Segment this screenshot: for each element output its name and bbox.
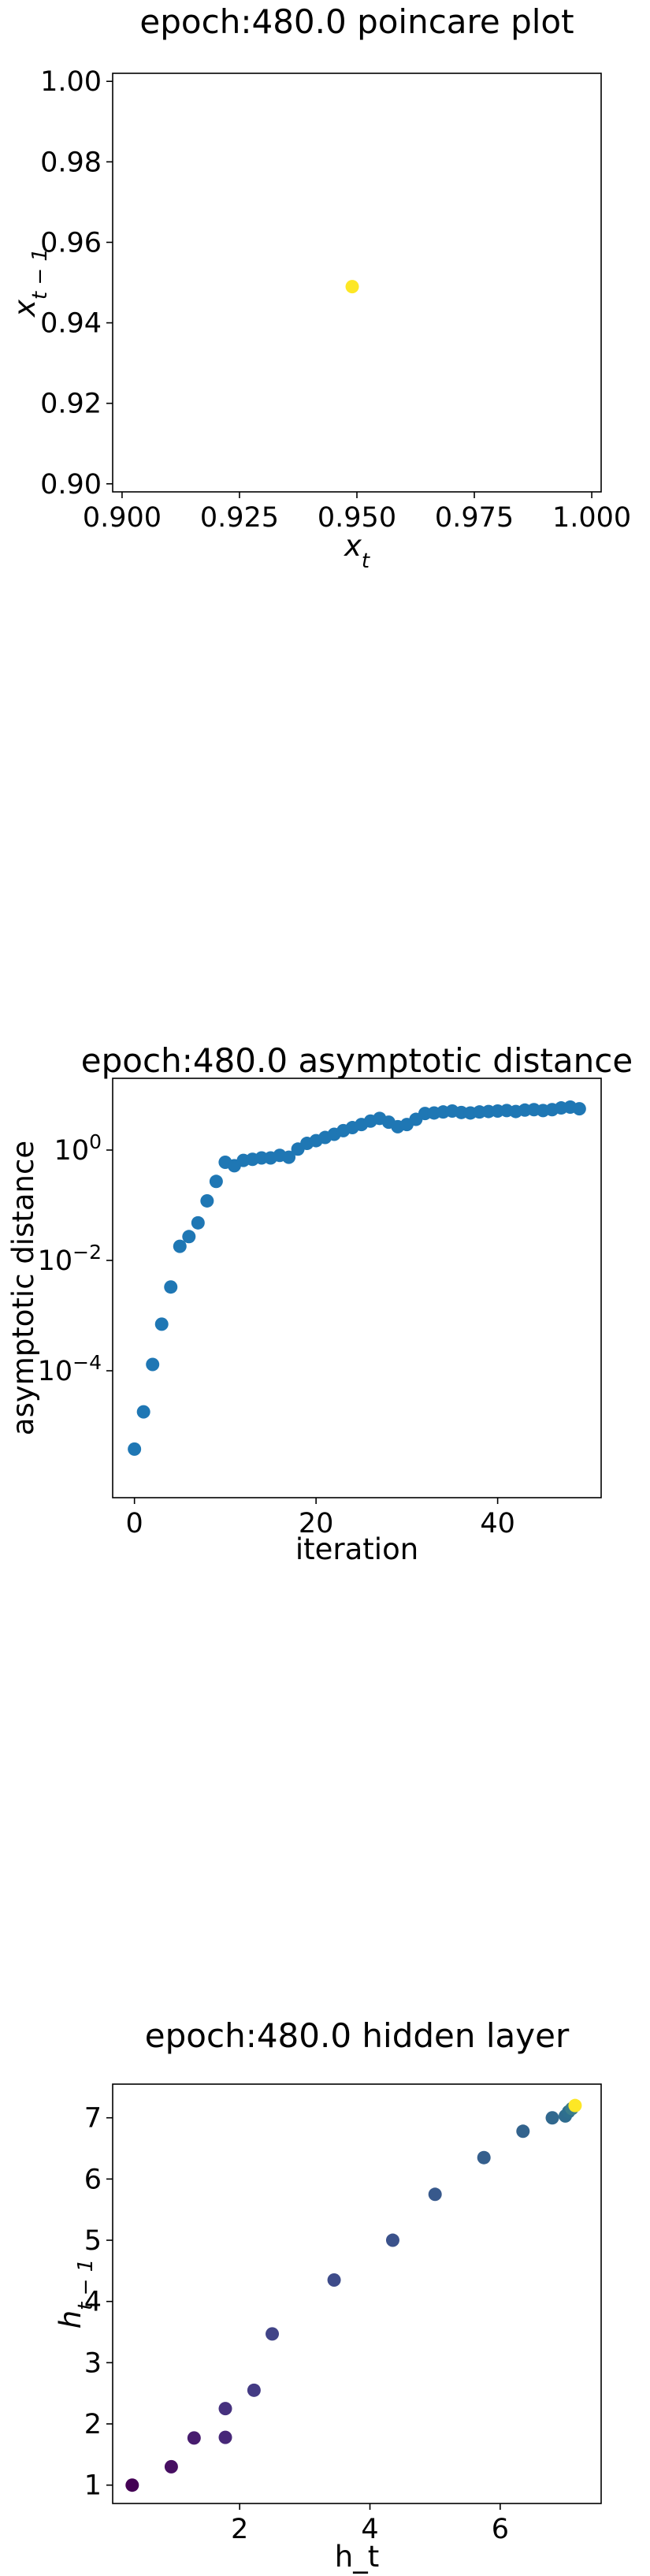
- data-point: [164, 2459, 178, 2474]
- data-point: [164, 1280, 178, 1294]
- chart-title: epoch:480.0 poincare plot: [139, 2, 574, 41]
- data-point: [385, 2233, 399, 2247]
- data-point: [146, 1357, 160, 1372]
- x-tick-label: 40: [480, 1508, 515, 1539]
- y-tick-label: 0.90: [40, 469, 102, 501]
- data-point: [125, 2478, 139, 2492]
- data-point: [191, 1215, 205, 1230]
- data-point: [182, 1230, 196, 1244]
- data-point: [282, 1150, 296, 1164]
- data-point: [218, 2402, 232, 2416]
- y-axis-label: xt − 1: [8, 248, 52, 318]
- data-point: [128, 1442, 142, 1456]
- data-points: [345, 280, 359, 294]
- y-tick-label: 6: [84, 2164, 102, 2195]
- data-point: [154, 1317, 169, 1331]
- chart-panel-1: epoch:480.0 poincare plot 0.900 0.925 0.950…: [40, 2, 631, 534]
- chart-panel-2: epoch:480.0 asymptotic distance 0 20 40 100 1…: [6, 1041, 633, 1566]
- y-tick-label: 0.96: [40, 227, 102, 259]
- x-tick-label: 0.900: [83, 502, 162, 534]
- x-tick-label: 0: [126, 1508, 143, 1539]
- y-tick-label: 10−4: [38, 1351, 102, 1388]
- y-tick-label: 10−2: [38, 1241, 102, 1278]
- y-tick-label: 2: [84, 2409, 102, 2440]
- data-point: [572, 1102, 586, 1116]
- y-tick-label: 7: [84, 2103, 102, 2135]
- y-tick-label: 4: [84, 2287, 102, 2318]
- data-point: [545, 2111, 559, 2125]
- y-tick-label: 1.00: [40, 66, 102, 98]
- x-tick-label: 0.925: [200, 502, 279, 534]
- x-axis-label: h_t: [335, 2540, 379, 2574]
- plot-frame: [112, 1078, 602, 1498]
- plot-frame: [112, 2083, 602, 2504]
- x-tick-label: 0.975: [435, 502, 514, 534]
- data-point: [568, 2098, 582, 2113]
- data-points: [125, 2098, 582, 2492]
- data-point: [187, 2431, 201, 2445]
- chart-title: epoch:480.0 asymptotic distance: [81, 1041, 633, 1080]
- data-point: [173, 1239, 187, 1253]
- chart-panel-3: epoch:480.0 hidden layer 2 4 6 1 2 3 4 5 6 7 h_t: [84, 2016, 602, 2574]
- data-point: [266, 2327, 280, 2341]
- data-points: [128, 1100, 586, 1456]
- x-tick-label: 4: [361, 2514, 378, 2545]
- x-axis-label: xt: [344, 529, 370, 573]
- data-point: [327, 2273, 341, 2288]
- x-tick-label: 6: [492, 2514, 509, 2545]
- data-point: [200, 1193, 214, 1208]
- data-point: [516, 2124, 530, 2139]
- data-point: [428, 2187, 442, 2202]
- x-tick-label: 20: [299, 1508, 334, 1539]
- y-axis-label: ht − 1: [54, 2259, 98, 2329]
- data-point: [209, 1174, 223, 1189]
- data-point: [477, 2150, 491, 2165]
- data-point: [345, 280, 359, 294]
- y-tick-label: 0.92: [40, 389, 102, 420]
- y-tick-label: 5: [84, 2225, 102, 2257]
- y-tick-label: 0.98: [40, 147, 102, 178]
- y-tick-label: 100: [54, 1130, 102, 1167]
- y-tick-label: 0.94: [40, 308, 102, 340]
- y-axis-label: asymptotic distance: [6, 1141, 40, 1435]
- data-point: [247, 2383, 261, 2397]
- x-tick-label: 0.950: [318, 502, 396, 534]
- data-point: [136, 1405, 150, 1419]
- x-axis-label: iteration: [295, 1532, 418, 1566]
- x-tick-label: 2: [231, 2514, 248, 2545]
- data-point: [218, 2430, 232, 2444]
- chart-title: epoch:480.0 hidden layer: [145, 2016, 570, 2055]
- x-tick-label: 1.000: [552, 502, 631, 534]
- y-tick-label: 3: [84, 2347, 102, 2379]
- y-tick-label: 1: [84, 2470, 102, 2502]
